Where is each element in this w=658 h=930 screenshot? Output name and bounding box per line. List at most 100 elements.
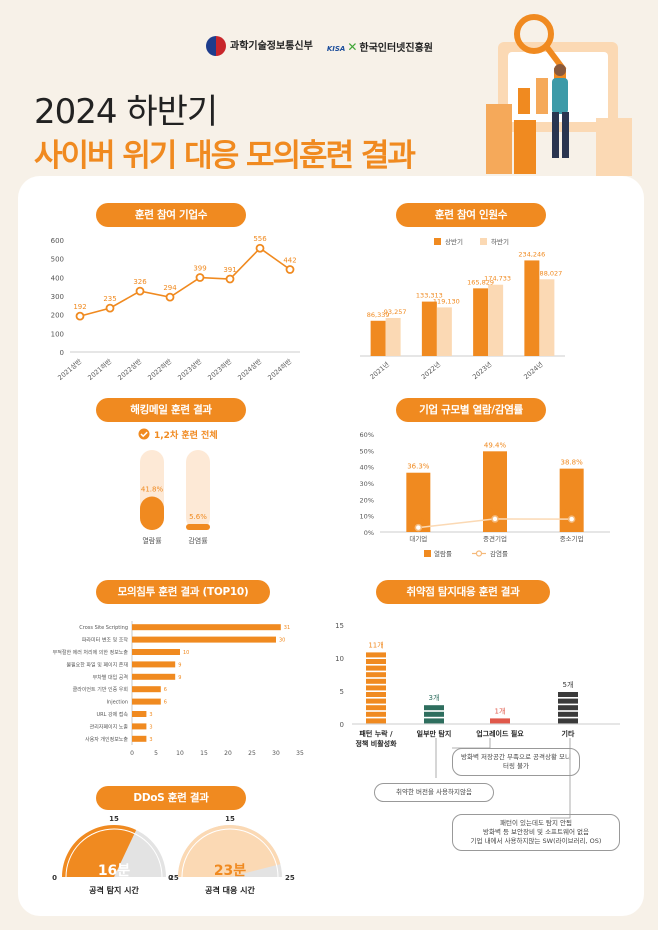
bar-segment xyxy=(366,652,386,658)
legend-swatch-h1 xyxy=(434,238,441,245)
x-tick-label: 열람률 xyxy=(142,537,162,545)
data-label-h1: 86,339 xyxy=(367,311,390,319)
x-tick-label: 15 xyxy=(200,750,208,757)
companies-line xyxy=(79,247,291,317)
gauge-max: 25 xyxy=(169,874,179,882)
x-tick-label: 일부만 탐지 xyxy=(417,729,452,738)
data-label: 1개 xyxy=(495,706,506,715)
y-tick-label: 불필요한 파일 및 페이지 존재 xyxy=(66,661,128,668)
x-tick-label: 2022상반 xyxy=(116,357,144,382)
bar-segment xyxy=(558,692,578,697)
y-tick-label: 무차별 대입 공격 xyxy=(93,674,128,681)
data-point xyxy=(135,286,145,296)
infection-point xyxy=(567,515,576,523)
bar-open-rate xyxy=(406,472,431,532)
bar-segment xyxy=(366,698,386,704)
check-icon xyxy=(138,428,150,440)
y-tick-label: 300 xyxy=(51,293,64,301)
y-tick-label: 30% xyxy=(360,480,374,488)
y-tick-label: 관리자페이지 노출 xyxy=(90,723,129,730)
x-tick-label: 30 xyxy=(272,750,280,757)
data-label: 41.8% xyxy=(141,486,164,494)
data-label-h1: 234,246 xyxy=(518,250,545,258)
ministry-name: 과학기술정보통신부 xyxy=(230,41,313,52)
analyst-illustration xyxy=(486,14,632,176)
y-tick-label: 10% xyxy=(360,513,374,521)
y-tick-label: 5 xyxy=(340,688,344,696)
y-tick-label: 0 xyxy=(340,721,344,729)
bar xyxy=(132,624,281,631)
gauge-inner-ring xyxy=(65,828,163,878)
data-label: 5개 xyxy=(563,680,574,689)
bar-segment xyxy=(366,659,386,664)
x-tick-label: 대기업 xyxy=(409,534,427,543)
bar-segment xyxy=(366,685,386,691)
bar-h1 xyxy=(421,301,437,356)
y-tick-label: 600 xyxy=(51,237,64,245)
data-point xyxy=(75,311,85,321)
data-label: 442 xyxy=(283,256,296,264)
x-tick-label: 10 xyxy=(176,750,184,757)
y-tick-label: 100 xyxy=(51,330,64,338)
x-tick-label: 정책 비활성화 xyxy=(355,739,397,748)
bar-segment xyxy=(424,705,444,711)
bar-segment xyxy=(366,678,386,684)
legend-label-open: 열람률 xyxy=(434,550,452,558)
data-point xyxy=(165,292,175,302)
vuln-note-other-line2: 방화벽 등 보안장비 및 소프트웨어 없음 xyxy=(482,828,589,837)
data-point xyxy=(105,303,115,313)
size-bar-chart: 0% 10% 20% 30% 40% 50% 60% 36.3% 대기업 49.4% 중견기업 38.… xyxy=(360,431,610,558)
x-tick-label: 25 xyxy=(248,750,256,757)
data-label: 399 xyxy=(193,265,206,273)
y-tick-label: 파라미터 변조 및 조작 xyxy=(82,637,129,644)
bar xyxy=(132,686,161,693)
data-label-h2: 188,027 xyxy=(535,269,562,277)
x-tick-label: 0 xyxy=(130,750,134,757)
data-label: 326 xyxy=(133,278,147,286)
data-label-infect: 7.9% xyxy=(563,507,581,515)
companies-line-chart: 0 100 200 300 400 500 600 192 2021상반 235 2021하반 326… xyxy=(51,235,300,382)
data-point xyxy=(225,274,235,284)
bar xyxy=(132,711,147,717)
data-label-h1: 133,313 xyxy=(416,292,443,300)
bar-segment xyxy=(558,698,578,704)
data-label: 3개 xyxy=(429,693,440,702)
phishing-subtitle: 1,2차 훈련 전체 xyxy=(154,429,218,441)
y-tick-label: Injection xyxy=(107,700,128,706)
data-label: 556 xyxy=(253,235,267,243)
vuln-note-other-line1: 패턴이 있는데도 탐지 안됨 xyxy=(500,819,572,827)
y-tick-label: Cross Site Scripting xyxy=(79,625,128,631)
data-label: 6 xyxy=(164,687,167,693)
data-point xyxy=(195,273,205,282)
kisa-logo: KISA ✕ 한국인터넷진흥원 xyxy=(327,39,433,54)
x-tick-label: 중소기업 xyxy=(560,534,584,543)
bar-h2 xyxy=(488,284,504,356)
legend-label-h2: 하반기 xyxy=(491,237,509,246)
x-tick-label: 2023년 xyxy=(470,360,493,381)
bar-h2 xyxy=(385,317,401,356)
data-label-h2: 174,733 xyxy=(484,275,511,283)
data-label: 11개 xyxy=(368,640,383,649)
data-label: 3 xyxy=(149,724,152,730)
data-label: 10 xyxy=(183,650,189,656)
gauge-mid: 15 xyxy=(109,815,119,823)
data-label-infect: 8% xyxy=(489,507,500,515)
data-label: 192 xyxy=(73,303,86,311)
x-tick-label: 중견기업 xyxy=(483,534,507,543)
vuln-note-connectors xyxy=(435,738,571,819)
y-tick-label: URL 강제 접속 xyxy=(97,711,129,718)
data-label: 5.6% xyxy=(189,513,207,521)
vuln-note-capacity-text: 방화벽 저장공간 부족으로 공격상황 모니터링 불가 xyxy=(461,753,571,771)
data-label: 9 xyxy=(178,662,181,668)
data-label-open: 49.4% xyxy=(484,441,507,449)
section-title-phishing: 해킹메일 훈련 결과 xyxy=(96,398,246,422)
bar-segment xyxy=(424,711,444,717)
legend-label-h1: 상반기 xyxy=(445,237,463,246)
bar xyxy=(132,723,147,730)
vuln-note-other: 패턴이 있는데도 탐지 안됨 방화벽 등 보안장비 및 소프트웨어 없음 기업 … xyxy=(452,814,620,852)
legend-swatch-open xyxy=(424,550,431,557)
bar-h2 xyxy=(539,279,555,356)
bar-h1 xyxy=(370,320,386,356)
vuln-note-version: 취약한 버전을 사용하지않음 xyxy=(374,783,494,803)
